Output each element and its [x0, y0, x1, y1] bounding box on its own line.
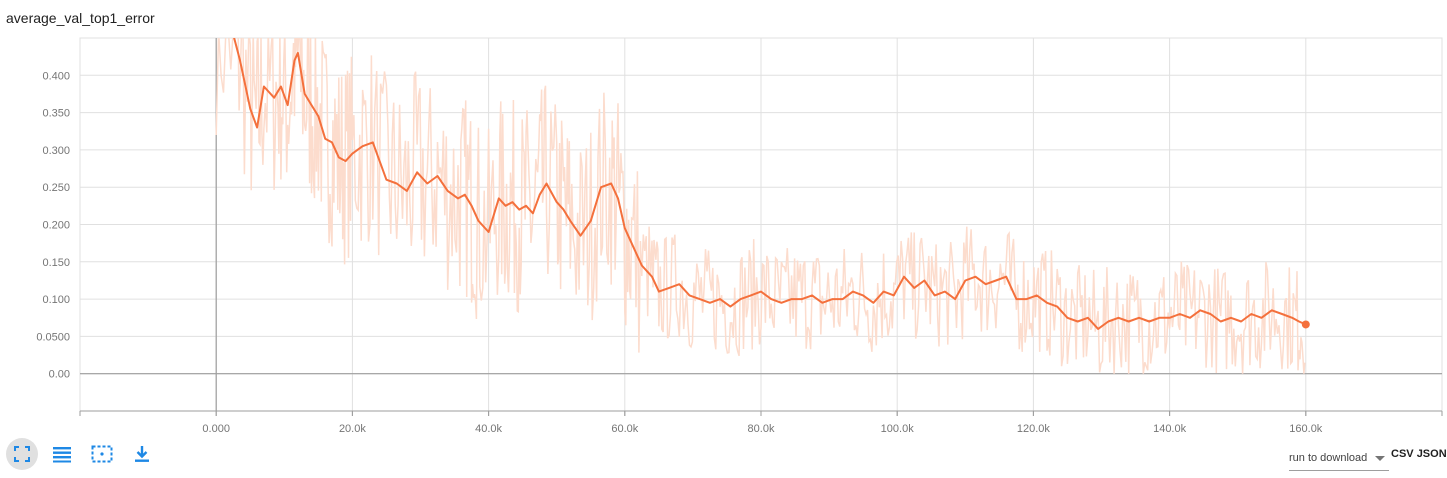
fit-domain-button[interactable]: [86, 438, 118, 470]
run-to-download-label: run to download: [1289, 452, 1368, 464]
x-tick-label: 80.0k: [748, 423, 775, 435]
x-tick-label: 100.0k: [881, 423, 915, 435]
smoothed-series-line: [233, 38, 1307, 330]
y-tick-label: 0.350: [42, 108, 70, 120]
chevron-down-icon: [1375, 456, 1385, 461]
download-icon: [135, 446, 149, 462]
y-tick-label: 0.300: [42, 145, 70, 157]
line-chart: 0.000 20.0k 40.0k 60.0k 80.0k 100.0k 120.0k 140…: [36, 37, 1443, 435]
run-to-download-select[interactable]: run to download: [1289, 448, 1389, 471]
y-tick-label: 0.0500: [36, 331, 70, 343]
y-tick-label: 0.250: [42, 182, 70, 194]
last-value-marker: [1301, 320, 1310, 329]
x-tick-label: 40.0k: [475, 423, 502, 435]
y-axis-tick-labels: 0.00 0.0500 0.100 0.150 0.200 0.250 0.300 0.350…: [36, 70, 70, 380]
x-tick-label: 140.0k: [1153, 423, 1187, 435]
chart-axes: [79, 38, 1443, 416]
x-tick-label: 120.0k: [1017, 423, 1051, 435]
y-tick-label: 0.00: [49, 369, 70, 381]
fullscreen-icon: [14, 446, 30, 462]
x-tick-label: 60.0k: [611, 423, 638, 435]
toggle-log-scale-button[interactable]: [46, 438, 78, 470]
download-png-button[interactable]: [126, 438, 158, 470]
download-links: CSV JSON: [1391, 448, 1447, 460]
x-axis-tick-labels: 0.000 20.0k 40.0k 60.0k 80.0k 100.0k 120.0k 140…: [202, 423, 1322, 435]
x-tick-label: 160.0k: [1289, 423, 1323, 435]
json-download-link[interactable]: JSON: [1416, 448, 1447, 460]
fit-domain-icon: [91, 445, 113, 463]
y-tick-label: 0.400: [42, 70, 70, 82]
x-tick-label: 20.0k: [339, 423, 366, 435]
y-tick-label: 0.150: [42, 257, 70, 269]
csv-download-link[interactable]: CSV: [1391, 448, 1414, 460]
list-icon: [53, 447, 71, 463]
x-tick-label: 0.000: [202, 423, 230, 435]
y-tick-label: 0.100: [42, 294, 70, 306]
chart-title: average_val_top1_error: [6, 10, 155, 26]
smoothed-series-layer: [233, 38, 1310, 330]
chart-toolbar: [6, 438, 158, 470]
y-tick-label: 0.200: [42, 220, 70, 232]
fullscreen-button[interactable]: [6, 438, 38, 470]
